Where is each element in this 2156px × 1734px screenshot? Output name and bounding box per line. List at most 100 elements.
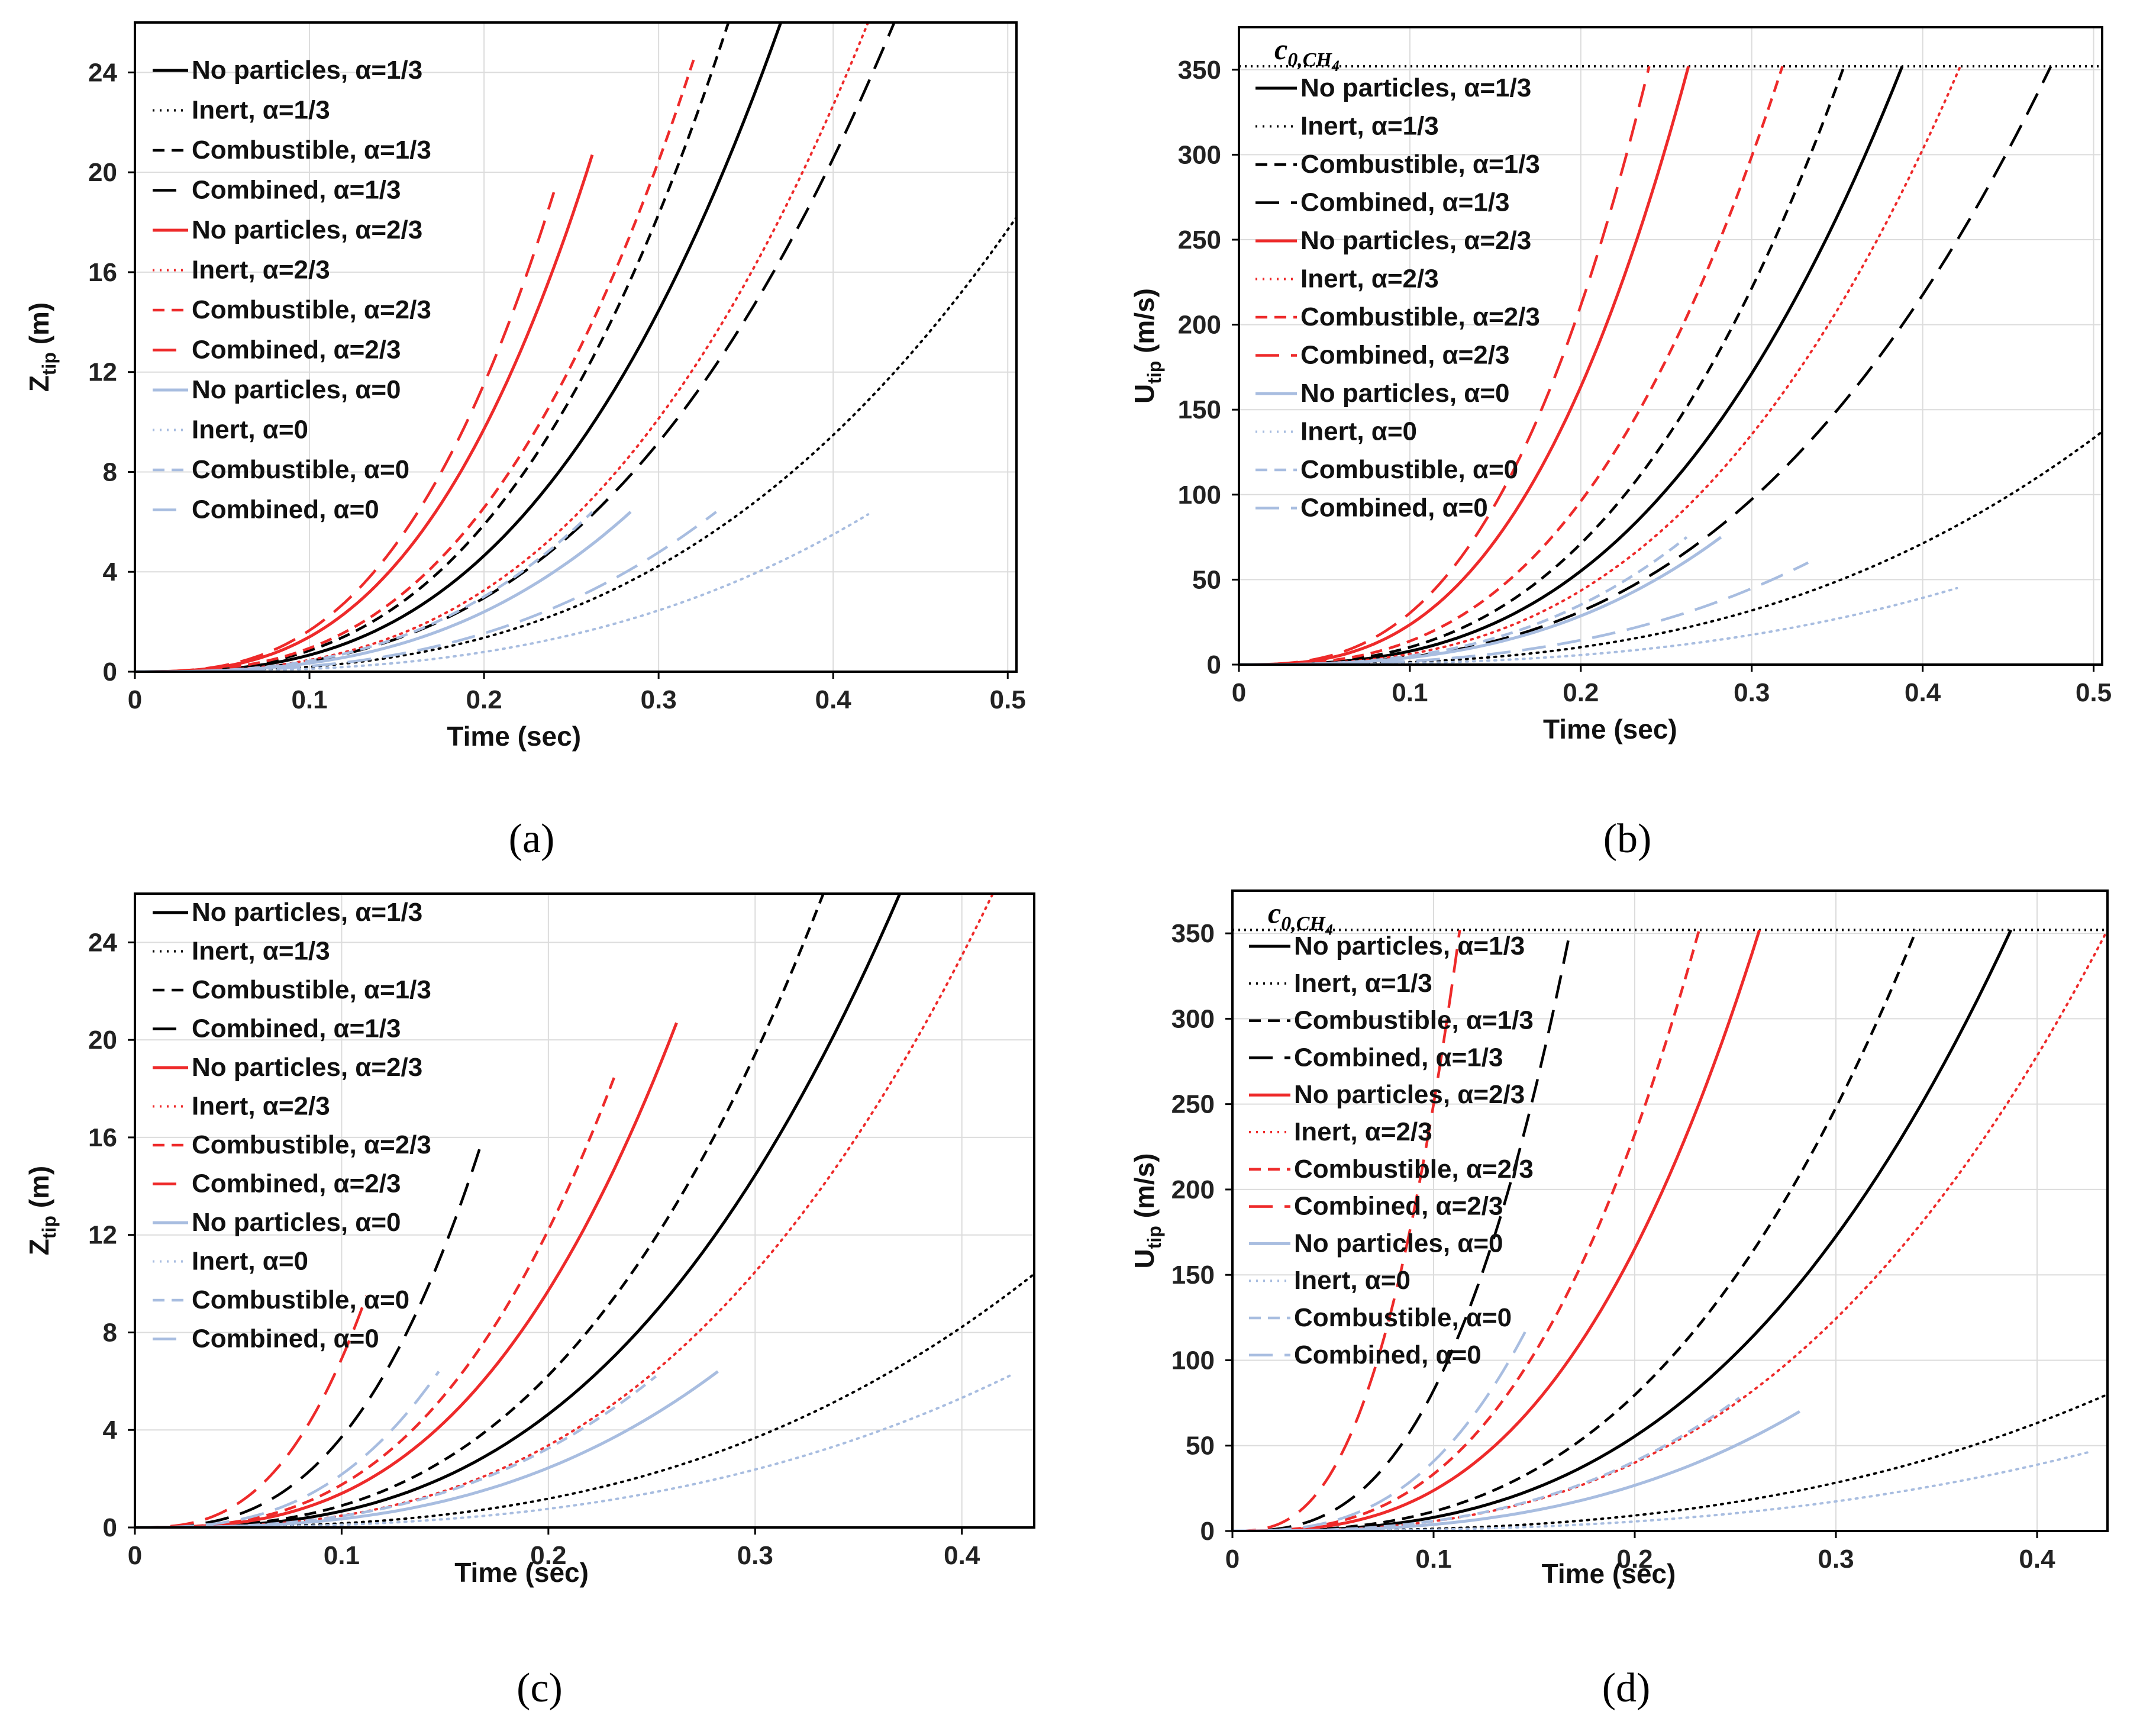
series-line-11 — [1232, 1325, 1529, 1531]
y-tick-label: 16 — [88, 258, 117, 287]
y-tick-label: 300 — [1178, 140, 1221, 169]
legend-label: Combustible, α=0 — [1300, 455, 1518, 484]
x-tick-label: 0 — [128, 685, 142, 714]
legend-label: Inert, α=0 — [192, 415, 308, 444]
y-tick-label: 8 — [103, 457, 117, 486]
legend-label: Combined, α=1/3 — [1294, 1043, 1503, 1072]
series-line-7 — [1239, 66, 1651, 665]
legend-label: No particles, α=0 — [192, 1208, 401, 1237]
plot-frame — [1231, 889, 2109, 1532]
legend-label: Combustible, α=2/3 — [192, 295, 431, 324]
y-tick-label: 20 — [88, 1026, 117, 1055]
series-line-4 — [1232, 929, 1761, 1531]
plot-frame — [134, 21, 1018, 673]
x-tick-label: 0.1 — [291, 685, 327, 714]
legend-label: Inert, α=1/3 — [192, 96, 330, 125]
legend-label: Combustible, α=1/3 — [192, 975, 431, 1004]
y-tick-label: 50 — [1186, 1432, 1215, 1461]
legend-label: No particles, α=1/3 — [1300, 73, 1531, 102]
legend-label: Combined, α=2/3 — [192, 336, 401, 365]
legend-label: Combustible, α=1/3 — [192, 136, 431, 165]
legend-label: Combined, α=0 — [1300, 494, 1488, 523]
y-tick-label: 50 — [1192, 565, 1221, 594]
chart-panel-c: No particles, α=1/3 Inert, α=1/3 Combustib… — [24, 892, 1035, 1711]
x-tick-label: 0.1 — [1415, 1545, 1451, 1574]
x-axis-title: Time (sec) — [454, 1557, 589, 1588]
y-tick-label: 0 — [103, 1513, 117, 1542]
y-axis-title: Utip (m/s) — [1129, 1153, 1165, 1268]
panel-caption: (d) — [1602, 1665, 1651, 1711]
legend-label: No particles, α=2/3 — [192, 215, 422, 244]
series-line-2 — [1232, 929, 1918, 1531]
x-tick-label: 0.1 — [324, 1541, 360, 1570]
legend-label: Inert, α=1/3 — [192, 937, 330, 966]
series-line-11 — [1239, 561, 1809, 665]
legend-label: No particles, α=2/3 — [192, 1053, 422, 1082]
series-line-4 — [135, 1022, 678, 1527]
y-tick-label: 0 — [1207, 650, 1221, 679]
series-line-1 — [135, 216, 1016, 672]
y-tick-label: 0 — [103, 657, 117, 686]
y-tick-label: 20 — [88, 158, 117, 187]
legend-label: Inert, α=2/3 — [1294, 1117, 1432, 1146]
y-tick-label: 4 — [103, 1416, 118, 1445]
x-tick-label: 0 — [128, 1541, 142, 1570]
legend-label: No particles, α=1/3 — [1294, 932, 1525, 961]
y-tick-label: 4 — [103, 557, 118, 586]
y-axis-title: Ztip (m) — [24, 302, 60, 392]
series-line-8 — [135, 1370, 719, 1527]
legend-label: Combined, α=0 — [1294, 1340, 1482, 1369]
legend-label: Inert, α=1/3 — [1294, 969, 1432, 998]
series-line-6 — [1239, 66, 1784, 665]
legend-label: Combustible, α=0 — [192, 1285, 409, 1314]
x-tick-label: 0.3 — [1734, 678, 1770, 707]
y-axis-title: Ztip (m) — [24, 1166, 60, 1256]
y-tick-label: 300 — [1171, 1004, 1215, 1033]
x-axis-title: Time (sec) — [1542, 1558, 1676, 1589]
series-line-8 — [1239, 536, 1722, 665]
plot-frame — [1238, 26, 2103, 666]
legend-label: Combustible, α=2/3 — [192, 1130, 431, 1159]
legend-label: Inert, α=2/3 — [192, 1092, 330, 1121]
x-tick-label: 0.4 — [944, 1541, 980, 1570]
reference-label: c0,CH4 — [1268, 896, 1333, 938]
reference-label: c0,CH4 — [1274, 33, 1340, 75]
series-line-7 — [135, 192, 556, 672]
series-group — [1232, 929, 2107, 1531]
y-tick-label: 250 — [1171, 1090, 1215, 1119]
legend-label: Combined, α=2/3 — [192, 1169, 401, 1198]
legend-label: Combustible, α=0 — [1294, 1303, 1512, 1332]
x-tick-label: 0.3 — [737, 1541, 773, 1570]
legend-label: Combined, α=1/3 — [192, 176, 401, 205]
legend-label: Inert, α=1/3 — [1300, 112, 1439, 141]
y-tick-label: 100 — [1178, 481, 1221, 510]
x-tick-label: 0.4 — [815, 685, 852, 714]
y-tick-label: 150 — [1178, 395, 1221, 424]
legend-label: Combustible, α=1/3 — [1300, 150, 1540, 179]
series-line-2 — [1239, 66, 1845, 665]
y-tick-label: 200 — [1171, 1175, 1215, 1204]
legend-label: No particles, α=0 — [1300, 379, 1510, 408]
legend-label: Combined, α=2/3 — [1300, 341, 1509, 370]
legend-label: No particles, α=0 — [192, 375, 401, 404]
x-tick-label: 0.4 — [1905, 678, 1941, 707]
x-tick-label: 0 — [1232, 678, 1246, 707]
series-line-0 — [135, 22, 783, 672]
x-tick-label: 0.2 — [1563, 678, 1599, 707]
panel-caption: (b) — [1603, 816, 1652, 862]
legend-label: No particles, α=2/3 — [1294, 1080, 1525, 1109]
legend-label: Combustible, α=0 — [192, 455, 409, 484]
x-tick-label: 0.2 — [530, 1541, 566, 1570]
legend-label: Combined, α=1/3 — [192, 1014, 401, 1043]
legend-label: Combined, α=2/3 — [1294, 1192, 1503, 1221]
y-tick-label: 350 — [1178, 56, 1221, 85]
x-axis-title: Time (sec) — [1543, 714, 1677, 744]
y-tick-label: 350 — [1171, 919, 1215, 948]
series-line-2 — [135, 894, 825, 1527]
legend-label: No particles, α=1/3 — [192, 898, 422, 927]
legend-label: No particles, α=2/3 — [1300, 226, 1531, 255]
y-tick-label: 12 — [88, 1221, 117, 1250]
legend-label: Combustible, α=1/3 — [1294, 1006, 1534, 1035]
x-tick-label: 0.4 — [2019, 1545, 2055, 1574]
